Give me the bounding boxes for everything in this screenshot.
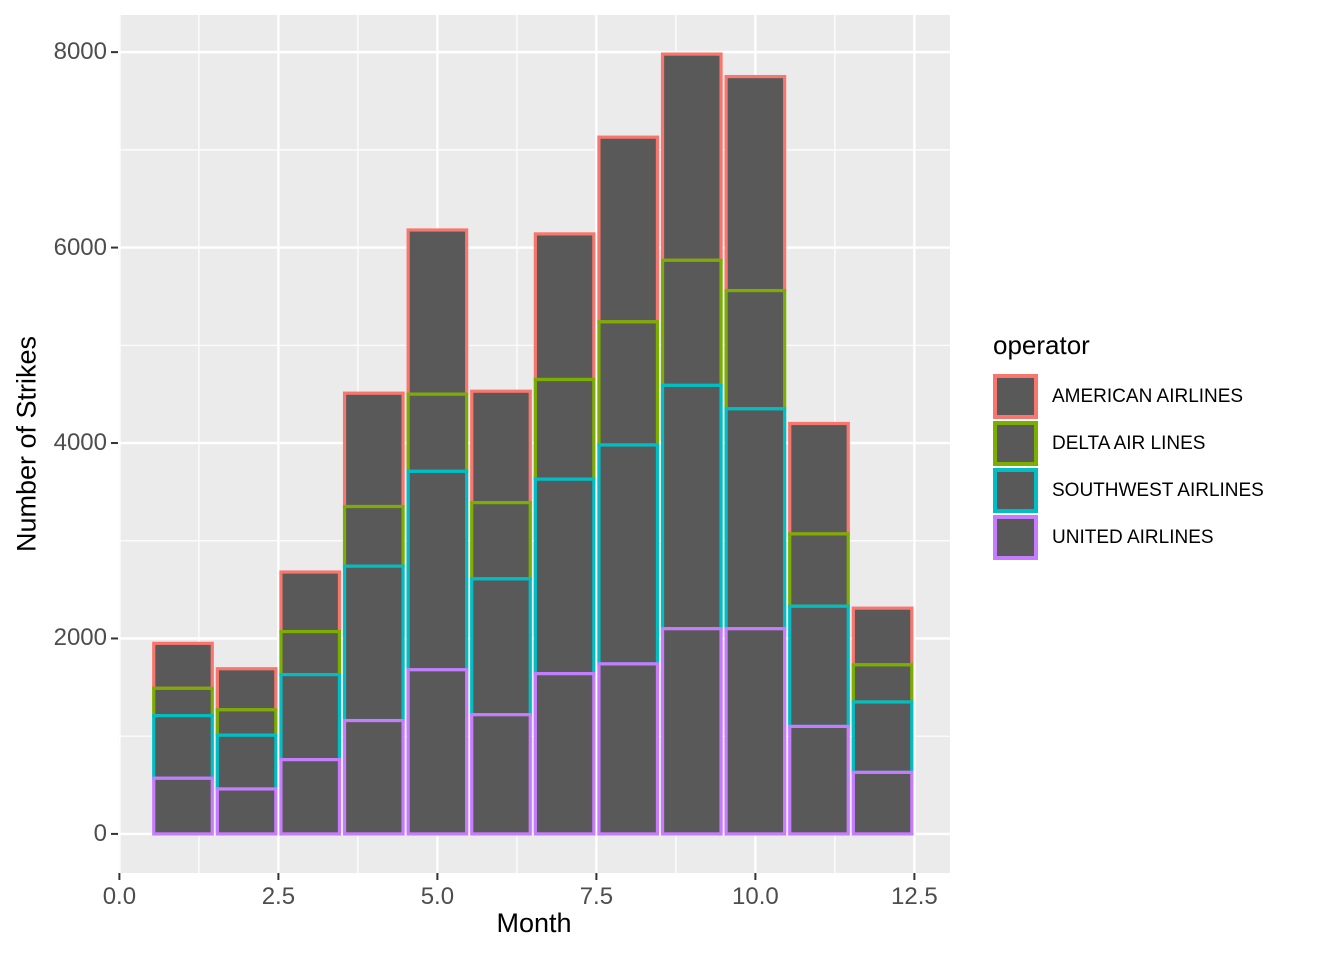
bar-month-1-delta-air-lines [152, 686, 214, 718]
bar-month-9-delta-air-lines [660, 258, 723, 387]
bar-month-10-delta-air-lines [724, 288, 787, 411]
y-tick-label-2000: 2000 [53, 624, 107, 652]
bar-month-7-delta-air-lines [533, 377, 596, 481]
bar-month-3-delta-air-lines [279, 630, 342, 677]
bar-month-3-american-airlines [279, 570, 342, 634]
bar-month-4-united-airlines [342, 718, 405, 836]
bar-month-9-united-airlines [660, 627, 723, 836]
x-axis-title: Month [496, 908, 572, 938]
legend-key-american-airlines-icon [993, 374, 1038, 419]
bar-month-4-southwest-airlines [342, 564, 405, 723]
bar-month-5-american-airlines [406, 228, 469, 396]
bar-month-9-southwest-airlines [660, 383, 723, 631]
bar-month-7-southwest-airlines [533, 477, 596, 676]
legend-label-american-airlines: AMERICAN AIRLINES [1052, 385, 1244, 407]
y-axis-title: Number of Strikes [11, 335, 42, 553]
bar-month-2-southwest-airlines [215, 733, 278, 791]
bar-month-6-united-airlines [470, 713, 532, 836]
x-tick-label-5.0: 5.0 [420, 883, 455, 910]
y-tick-label-4000: 4000 [53, 428, 107, 456]
bar-month-2-delta-air-lines [215, 708, 278, 737]
bar-month-11-american-airlines [788, 421, 850, 536]
bar-month-8-southwest-airlines [597, 443, 660, 666]
bar-month-2-american-airlines [215, 667, 278, 712]
bar-month-4-delta-air-lines [342, 504, 405, 568]
bar-month-6-southwest-airlines [470, 577, 532, 717]
bar-month-12-american-airlines [851, 606, 914, 667]
y-tick-label-8000: 8000 [53, 37, 107, 65]
bar-month-2-united-airlines [215, 787, 278, 836]
legend-item-southwest-airlines: SOUTHWEST AIRLINES [993, 468, 1264, 513]
x-tick-label-10.0: 10.0 [732, 883, 779, 910]
legend-key-delta-air-lines-icon [993, 421, 1038, 466]
bar-month-1-united-airlines [152, 776, 214, 836]
bar-month-11-united-airlines [788, 724, 850, 836]
bar-month-4-american-airlines [342, 391, 405, 509]
bar-month-6-delta-air-lines [470, 501, 532, 581]
x-tick-label-0.0: 0.0 [102, 883, 137, 910]
bar-month-1-american-airlines [152, 641, 214, 690]
bars [152, 52, 914, 836]
legend-label-united-airlines: UNITED AIRLINES [1052, 526, 1214, 548]
bar-month-10-united-airlines [724, 627, 787, 836]
bar-month-5-southwest-airlines [406, 469, 469, 672]
legend-label-southwest-airlines: SOUTHWEST AIRLINES [1052, 479, 1264, 501]
legend-label-delta-air-lines: DELTA AIR LINES [1052, 432, 1206, 454]
bar-month-8-american-airlines [597, 135, 660, 324]
legend-title: operator [993, 330, 1090, 360]
bar-month-10-american-airlines [724, 74, 787, 293]
bar-month-7-american-airlines [533, 232, 596, 382]
x-tick-label-7.5: 7.5 [579, 883, 614, 910]
bar-month-11-delta-air-lines [788, 532, 850, 608]
bar-month-11-southwest-airlines [788, 604, 850, 729]
bar-month-9-american-airlines [660, 52, 723, 262]
x-tick-label-2.5: 2.5 [261, 883, 296, 910]
bar-month-8-united-airlines [597, 662, 660, 836]
bar-month-8-delta-air-lines [597, 320, 660, 447]
bar-month-3-united-airlines [279, 758, 342, 836]
bar-month-3-southwest-airlines [279, 673, 342, 762]
y-tick-label-0: 0 [93, 819, 107, 847]
bar-month-5-united-airlines [406, 668, 469, 836]
bar-month-10-southwest-airlines [724, 407, 787, 631]
bar-month-12-united-airlines [851, 770, 914, 836]
x-tick-label-12.5: 12.5 [891, 883, 938, 910]
bar-month-6-american-airlines [470, 389, 532, 505]
axis-tick-marks [111, 51, 916, 880]
legend-item-delta-air-lines: DELTA AIR LINES [993, 421, 1264, 466]
legend-item-united-airlines: UNITED AIRLINES [993, 515, 1264, 560]
bar-month-7-united-airlines [533, 672, 596, 836]
legend: operator AMERICAN AIRLINES DELTA AIR LIN… [993, 330, 1264, 562]
bar-month-5-delta-air-lines [406, 392, 469, 473]
legend-item-american-airlines: AMERICAN AIRLINES [993, 374, 1264, 419]
bar-month-12-southwest-airlines [851, 700, 914, 774]
legend-key-southwest-airlines-icon [993, 468, 1038, 513]
y-tick-label-6000: 6000 [53, 233, 107, 261]
bar-month-12-delta-air-lines [851, 663, 914, 704]
legend-key-united-airlines-icon [993, 515, 1038, 560]
bar-month-1-southwest-airlines [152, 714, 214, 780]
